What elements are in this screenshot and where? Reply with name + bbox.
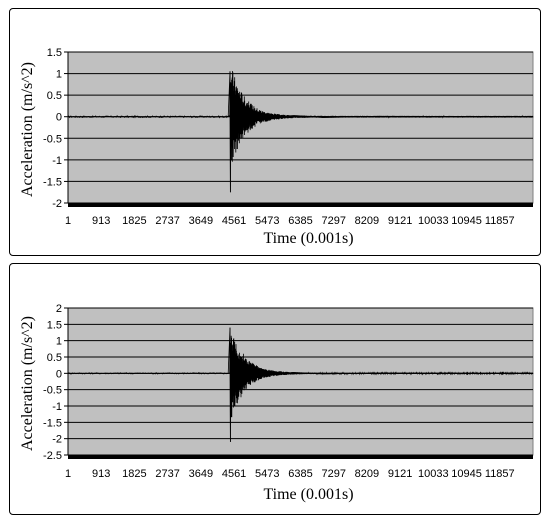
chart-panel-top: 1.5 1 0.5 0 -0.5 -1 -1.5 -2 1 913 1825 2737 3649 4561…: [9, 8, 541, 256]
x-tick-label: 5473: [255, 468, 279, 480]
x-tick-label: 913: [92, 468, 110, 480]
plot-area: [67, 307, 534, 456]
x-tick-label: 9121: [388, 215, 412, 227]
y-tick-label: 0.5: [47, 90, 62, 102]
x-tick-label: 11857: [485, 215, 515, 227]
y-tick-label: -1: [52, 155, 62, 167]
chart-panel-bottom: 2 1.5 1 0.5 0 -0.5 -1 -1.5 -2 -2.5 1 913 1825 2737 364…: [9, 263, 541, 515]
x-tick-label: 1: [65, 215, 71, 227]
x-tick-label: 1825: [122, 468, 146, 480]
y-tick-label: 1: [56, 69, 62, 81]
y-tick-label: -1: [52, 401, 62, 413]
y-tick-label: 1.5: [47, 47, 62, 59]
x-axis-line: [68, 455, 533, 459]
x-tick-label: 5473: [255, 215, 279, 227]
y-axis-title: Acceleration (m/s^2): [19, 316, 36, 451]
acceleration-series-envelope: [68, 71, 534, 193]
y-tick-label: 0: [56, 112, 62, 124]
plot-area: [67, 51, 534, 204]
x-tick-label: 8209: [355, 468, 379, 480]
x-tick-label: 913: [92, 215, 110, 227]
y-tick-label: 1: [56, 336, 62, 348]
x-tick-label: 2737: [155, 468, 179, 480]
y-tick-label: -1.5: [43, 417, 62, 429]
y-axis-title: Acceleration (m/s^2): [19, 62, 36, 197]
x-tick-label: 10033: [418, 468, 449, 480]
x-tick-label: 11857: [485, 468, 515, 480]
y-tick-label: -2.5: [43, 450, 62, 462]
y-tick-label: -1.5: [43, 176, 62, 188]
x-tick-label: 4561: [222, 468, 246, 480]
y-tick-label: 2: [56, 303, 62, 315]
y-tick-label: 0.5: [47, 352, 62, 364]
x-tick-label: 10945: [451, 468, 482, 480]
x-tick-label: 1825: [122, 215, 146, 227]
x-tick-label: 3649: [189, 468, 213, 480]
x-tick-label: 7297: [321, 215, 345, 227]
x-tick-label: 9121: [388, 468, 412, 480]
x-tick-label: 4561: [222, 215, 246, 227]
x-tick-label: 6385: [288, 215, 312, 227]
x-tick-label: 7297: [321, 468, 345, 480]
x-tick-label: 3649: [189, 215, 213, 227]
x-tick-label: 10945: [451, 215, 482, 227]
x-axis-line: [68, 203, 533, 207]
y-tick-label: 1.5: [47, 319, 62, 331]
y-tick-label: -0.5: [43, 133, 62, 145]
x-tick-label: 6385: [288, 468, 312, 480]
x-axis-title: Time (0.001s): [263, 230, 353, 247]
acceleration-chart-top: 1.510.50-0.5-1-1.5-21 913 1825 2737 3649 4561…: [19, 47, 534, 247]
x-tick-label: 2737: [155, 215, 179, 227]
x-tick-label: 8209: [355, 215, 379, 227]
y-tick-label: -2: [52, 434, 62, 446]
x-tick-label: 1: [65, 468, 71, 480]
y-tick-label: -0.5: [43, 385, 62, 397]
y-tick-label: -2: [52, 198, 62, 210]
acceleration-series-envelope: [68, 327, 534, 442]
y-tick-label: 0: [56, 368, 62, 380]
acceleration-chart-bottom: 21.510.50-0.5-1-1.5-2-2.51 913 1825 2737 364…: [19, 303, 534, 503]
x-axis-title: Time (0.001s): [263, 486, 353, 503]
x-tick-label: 10033: [418, 215, 449, 227]
